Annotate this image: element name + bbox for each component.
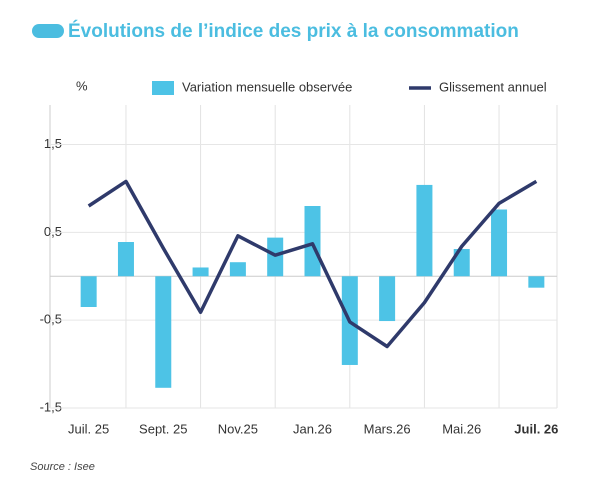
legend-swatch: [152, 81, 174, 95]
bar: [416, 184, 433, 277]
y-tick-label: -0,5: [40, 312, 62, 327]
bar: [117, 242, 134, 277]
y-unit: %: [76, 78, 88, 93]
bar: [267, 237, 284, 277]
x-tick-label: Mai.26: [442, 421, 481, 436]
bar: [229, 262, 246, 277]
bar: [528, 276, 545, 288]
bar: [192, 267, 209, 277]
bar: [155, 276, 172, 388]
chart-title: Évolutions de l’indice des prix à la con…: [68, 20, 519, 42]
x-tick-label: Mars.26: [364, 421, 411, 436]
legend-label: Glissement annuel: [439, 79, 547, 94]
title-icon: [32, 24, 64, 38]
source: Source : Isee: [30, 461, 95, 473]
legend-label: Variation mensuelle observée: [182, 79, 352, 94]
line: [87, 179, 538, 349]
x-tick-label: Nov.25: [218, 421, 258, 436]
bar: [304, 206, 321, 277]
bar: [453, 249, 470, 277]
x-tick-label: Jan.26: [293, 421, 332, 436]
y-tick-label: -1,5: [40, 399, 62, 414]
bar: [80, 276, 97, 307]
bar: [491, 209, 508, 277]
bar: [379, 276, 396, 322]
y-tick-label: 1,5: [44, 136, 62, 151]
x-tick-label: Juil. 26: [514, 421, 558, 436]
y-tick-label: 0,5: [44, 224, 62, 239]
x-tick-label: Sept. 25: [139, 421, 187, 436]
x-tick-label: Juil. 25: [68, 421, 109, 436]
